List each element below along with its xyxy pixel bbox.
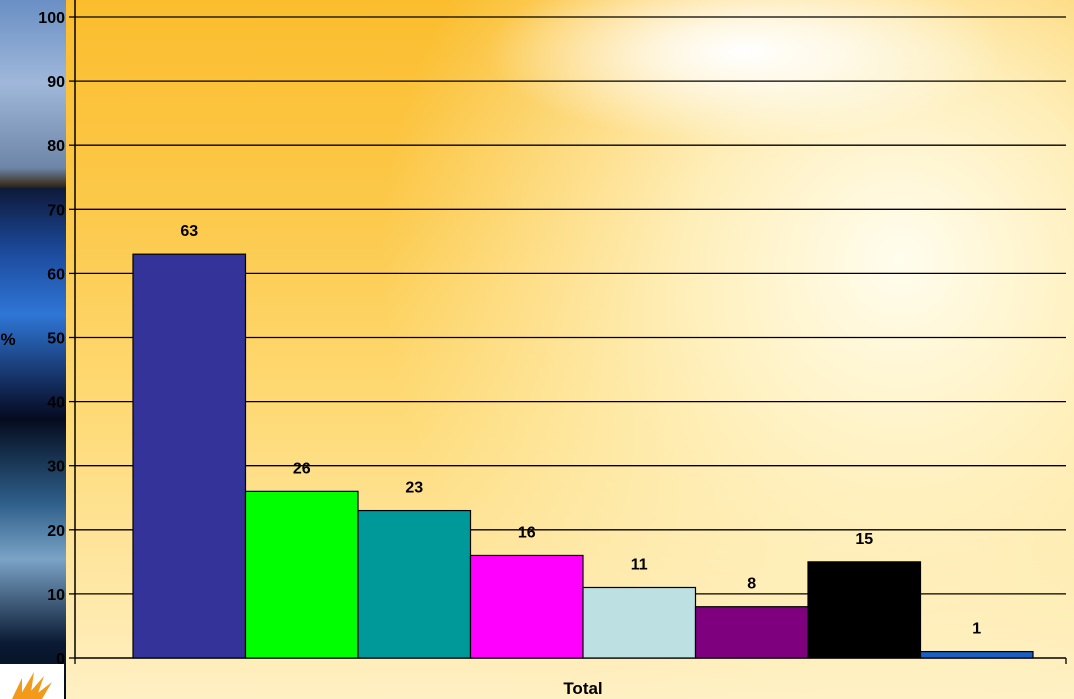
- bar-value-label: 16: [518, 524, 536, 541]
- x-axis-title: Total: [563, 679, 602, 698]
- bars: [132, 253, 1034, 659]
- decorative-sidebar-image: [0, 0, 66, 699]
- bar: [919, 650, 1034, 659]
- bar: [807, 561, 922, 659]
- bar: [694, 606, 809, 659]
- bar-value-label: 26: [293, 460, 311, 477]
- bar: [357, 509, 472, 659]
- y-tick-label: 100: [38, 10, 65, 27]
- y-tick-label: 20: [47, 523, 65, 540]
- y-tick-label: 30: [47, 459, 65, 476]
- y-tick-label: 50: [47, 331, 65, 348]
- y-tick-label: 70: [47, 202, 65, 219]
- y-tick-label: 0: [56, 651, 65, 668]
- bar: [132, 253, 247, 659]
- y-tick-label: 60: [47, 266, 65, 283]
- bar-value-label: 1: [972, 621, 981, 638]
- y-tick-label: 80: [47, 138, 65, 155]
- y-tick-label: 40: [47, 395, 65, 412]
- bar: [244, 490, 359, 659]
- y-tick-label: 90: [47, 74, 65, 91]
- y-axis-title: %: [0, 330, 15, 349]
- bar: [469, 554, 584, 659]
- data-labels: 63 26 23 16 11 8 15 1: [180, 223, 981, 637]
- bar-value-label: 11: [631, 556, 648, 573]
- bar-value-label: 63: [180, 223, 198, 240]
- bar: [582, 586, 697, 659]
- y-tick-label: 10: [47, 587, 65, 604]
- logo-icon: [0, 664, 64, 699]
- bar-value-label: 15: [855, 531, 873, 548]
- bar-value-label: 8: [747, 576, 756, 593]
- bar-value-label: 23: [405, 480, 423, 497]
